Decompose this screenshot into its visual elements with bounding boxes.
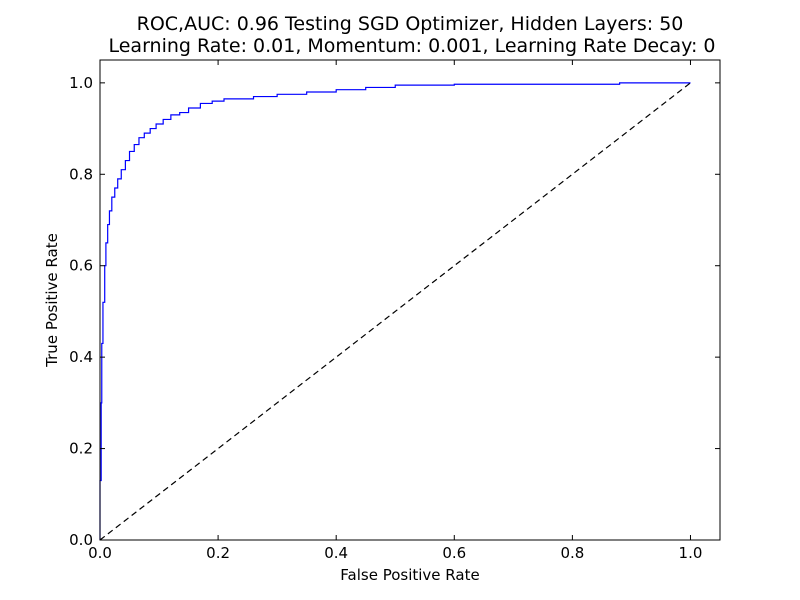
y-tick-label: 1.0: [69, 74, 93, 92]
x-axis-label: False Positive Rate: [340, 566, 479, 584]
x-axis: 0.0 0.2 0.4 0.6 0.8 1.0: [88, 60, 702, 562]
y-axis: 0.0 0.2 0.4 0.6 0.8 1.0: [69, 74, 720, 549]
y-tick-label: 0.8: [69, 165, 93, 183]
plot-layer: [99, 82, 691, 541]
chart-title-line-1: ROC,AUC: 0.96 Testing SGD Optimizer, Hid…: [137, 13, 684, 35]
x-tick-label: 0.2: [206, 544, 230, 562]
x-tick-label: 0.6: [442, 544, 466, 562]
y-axis-label: True Positive Rate: [43, 233, 61, 368]
x-tick-label: 1.0: [679, 544, 703, 562]
y-tick-label: 0.4: [69, 348, 93, 366]
reference-diagonal-line: [99, 82, 691, 541]
plot-frame: [99, 59, 721, 541]
y-tick-label: 0.6: [69, 257, 93, 275]
x-tick-label: 0.4: [324, 544, 348, 562]
x-tick-label: 0.8: [560, 544, 584, 562]
y-tick-label: 0.2: [69, 440, 93, 458]
y-tick-label: 0.0: [69, 531, 93, 549]
roc-curve-line: [99, 82, 691, 540]
chart-title-line-2: Learning Rate: 0.01, Momentum: 0.001, Le…: [108, 35, 715, 57]
x-tick-label: 0.0: [88, 544, 112, 562]
